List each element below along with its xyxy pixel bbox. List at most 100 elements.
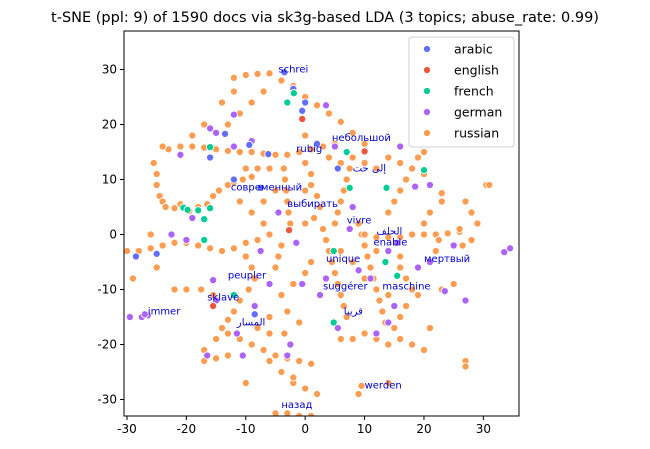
point-german (182, 235, 191, 245)
point-german (209, 276, 218, 285)
annotation-label: werden (365, 381, 402, 392)
point-russian (348, 128, 357, 137)
point-german (274, 208, 283, 217)
point-german (140, 310, 149, 319)
point-german (283, 351, 292, 360)
point-russian (259, 87, 268, 96)
point-russian (336, 290, 345, 300)
point-russian (443, 229, 452, 238)
point-russian (467, 208, 476, 217)
point-russian (360, 158, 369, 168)
point-russian (321, 235, 331, 245)
point-russian (324, 109, 333, 118)
point-russian (357, 381, 366, 390)
points-layer (124, 68, 515, 416)
point-russian (312, 191, 322, 201)
point-russian (408, 164, 417, 173)
point-russian (229, 73, 238, 82)
point-russian (413, 153, 423, 162)
point-russian (238, 175, 247, 184)
point-russian (396, 158, 405, 168)
point-german (229, 110, 238, 119)
point-russian (336, 334, 345, 344)
point-russian (235, 197, 244, 206)
legend-label-german: german (454, 105, 502, 120)
point-german (396, 142, 405, 151)
point-english (298, 114, 307, 124)
point-german (425, 257, 434, 267)
y-tick-label: 20 (102, 118, 117, 132)
point-french (381, 257, 390, 267)
point-french (393, 271, 402, 280)
y-tick-label: -20 (97, 338, 117, 352)
point-russian (146, 230, 155, 239)
legend-marker-french (422, 86, 432, 96)
point-german (345, 224, 354, 234)
point-german (384, 246, 393, 256)
point-russian (280, 175, 290, 184)
point-russian (223, 146, 232, 155)
point-russian (372, 164, 381, 173)
point-russian (277, 367, 286, 377)
point-french (419, 166, 429, 175)
point-russian (280, 329, 289, 338)
point-german (321, 101, 331, 110)
point-german (256, 246, 265, 256)
point-russian (200, 120, 209, 129)
point-russian (271, 351, 280, 360)
point-russian (283, 307, 292, 316)
point-russian (461, 197, 470, 206)
point-russian (265, 69, 274, 78)
point-german (449, 241, 458, 250)
point-russian (307, 169, 316, 179)
point-russian (209, 191, 218, 201)
point-german (298, 279, 307, 289)
point-russian (259, 345, 268, 355)
point-russian (327, 257, 336, 267)
point-russian (390, 197, 399, 206)
point-french (329, 246, 338, 256)
point-russian (455, 224, 464, 234)
point-arabic (245, 140, 254, 149)
point-german (321, 274, 331, 283)
point-russian (473, 219, 482, 228)
point-french (200, 235, 209, 245)
point-russian (333, 279, 342, 289)
point-russian (431, 246, 440, 256)
point-french (194, 206, 203, 215)
legend-label-french: french (454, 84, 494, 99)
point-german (390, 301, 399, 311)
point-german (286, 340, 295, 349)
point-russian (214, 186, 224, 195)
point-german (315, 290, 325, 300)
point-russian (247, 98, 256, 107)
point-russian (247, 208, 256, 217)
x-tick-label: -30 (117, 422, 137, 436)
y-tick-label: -10 (97, 283, 117, 297)
plot-area: schrei небольшой rubig إلى حت современный выб… (97, 30, 520, 436)
point-russian (265, 312, 274, 322)
point-german (188, 213, 197, 223)
point-russian (312, 389, 322, 399)
point-arabic (206, 153, 215, 162)
point-russian (485, 180, 494, 190)
point-russian (348, 257, 357, 267)
point-russian (301, 219, 310, 228)
point-russian (158, 241, 167, 250)
x-tick-label: -10 (236, 422, 256, 436)
point-russian (176, 142, 185, 151)
point-arabic (280, 68, 289, 77)
x-tick-label: 0 (301, 422, 309, 436)
point-german (265, 279, 274, 289)
point-russian (360, 241, 369, 250)
point-russian (277, 241, 286, 250)
chart-title: t-SNE (ppl: 9) of 1590 docs via sk3g-bas… (51, 10, 599, 26)
point-russian (277, 290, 286, 300)
legend-marker-english (422, 65, 432, 75)
point-russian (384, 208, 393, 217)
annotation-label: мертвый (424, 254, 470, 265)
point-russian (152, 180, 161, 190)
annotation-label: peupler (228, 271, 267, 282)
point-russian (330, 219, 339, 228)
